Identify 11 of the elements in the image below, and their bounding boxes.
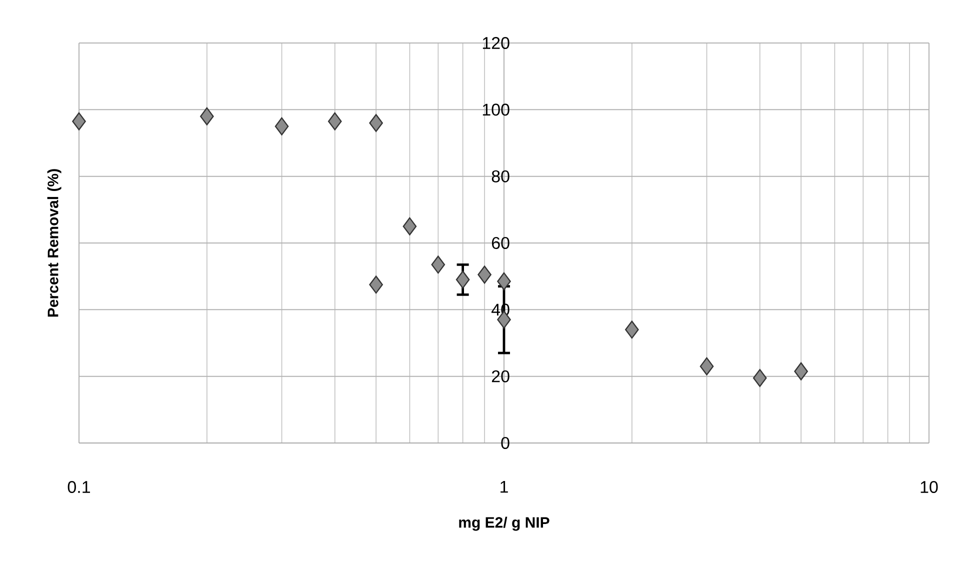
x-tick-label: 0.1: [68, 481, 90, 494]
x-axis-title: mg E2/ g NIP: [459, 516, 550, 531]
y-axis-title: Percent Removal (%): [47, 169, 62, 317]
y-tick-label: 60: [492, 236, 510, 250]
y-tick-label: 0: [501, 436, 510, 449]
y-tick-label: 80: [492, 170, 510, 182]
y-tick-label: 120: [482, 36, 510, 50]
y-tick-label: 20: [492, 370, 510, 382]
x-tick-label: 10: [920, 481, 938, 494]
y-tick-label: 100: [482, 104, 510, 116]
x-tick-label: 1: [500, 480, 508, 493]
